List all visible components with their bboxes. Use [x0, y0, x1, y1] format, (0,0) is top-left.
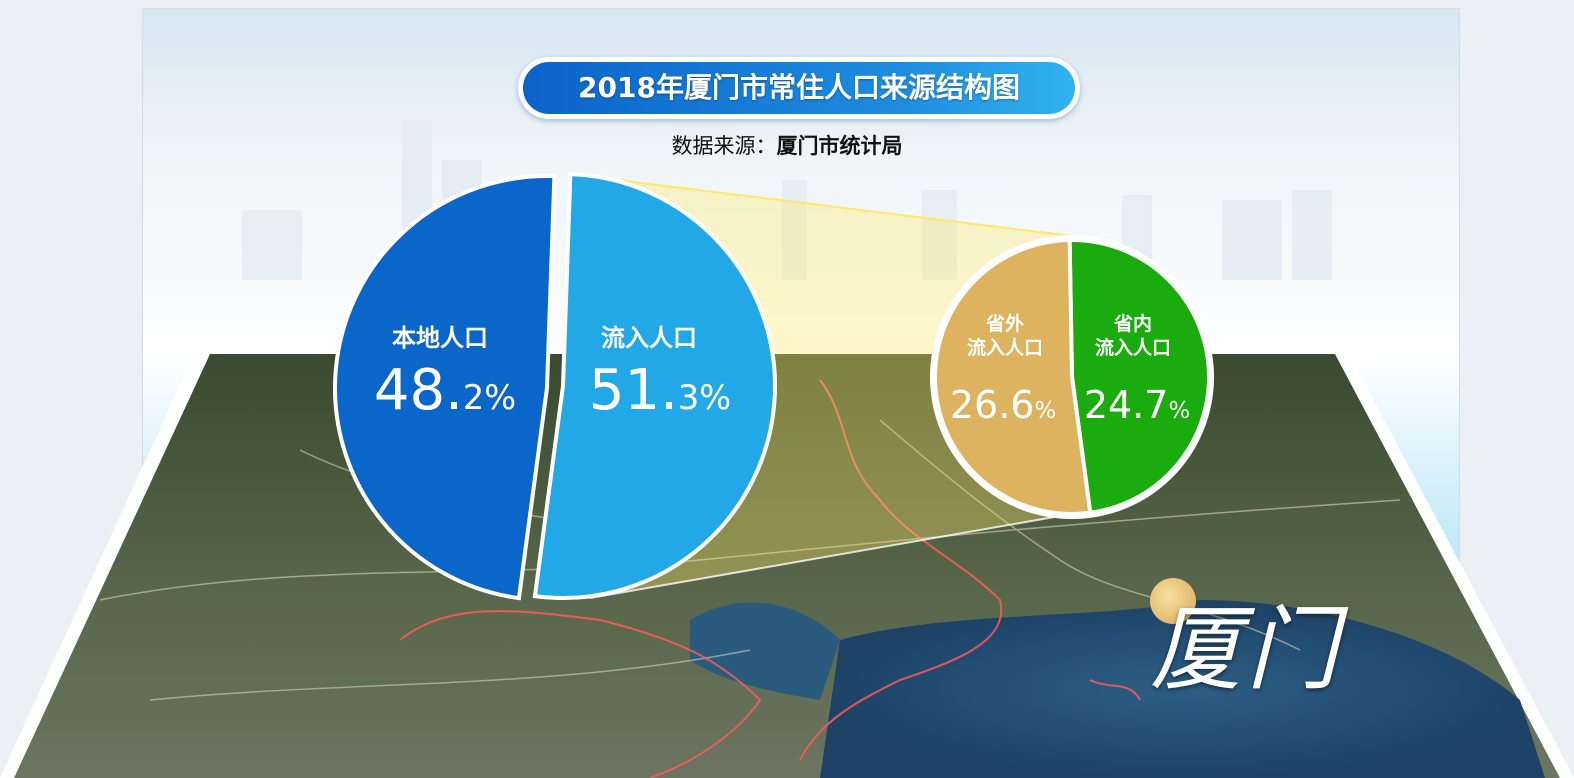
slice-label-inside-province: 省内 流入人口: [1094, 313, 1171, 359]
source-value: 厦门市统计局: [776, 134, 903, 158]
slice-value-inflow: 51.3%: [588, 358, 732, 423]
pie-inflow-breakdown: [930, 235, 1214, 519]
slice-value-local: 48.2%: [373, 358, 517, 423]
slice-value-outside-province: 26.6%: [949, 383, 1057, 427]
slice-label-local: 本地人口: [392, 324, 488, 352]
slice-inside-province: [1067, 238, 1211, 516]
city-name-calligraphy: 厦门: [1150, 596, 1343, 703]
data-source: 数据来源：厦门市统计局: [0, 130, 1574, 160]
source-label: 数据来源：: [671, 134, 777, 158]
beam-edge-top: [599, 177, 1073, 237]
title-banner: 2018年厦门市常住人口来源结构图: [518, 57, 1080, 119]
slice-label-outside-province: 省外 流入人口: [966, 313, 1043, 359]
sun-decoration: [1150, 578, 1196, 624]
slice-local: [333, 174, 557, 601]
slice-outside-province: [933, 237, 1093, 516]
page-title: 2018年厦门市常住人口来源结构图: [523, 62, 1075, 114]
slice-value-inside-province: 24.7%: [1083, 383, 1191, 427]
slice-label-inflow: 流入人口: [601, 324, 697, 352]
slice-inflow: [532, 172, 777, 600]
pie-population-source: [333, 172, 777, 601]
beam-edge-bottom: [589, 515, 1061, 599]
